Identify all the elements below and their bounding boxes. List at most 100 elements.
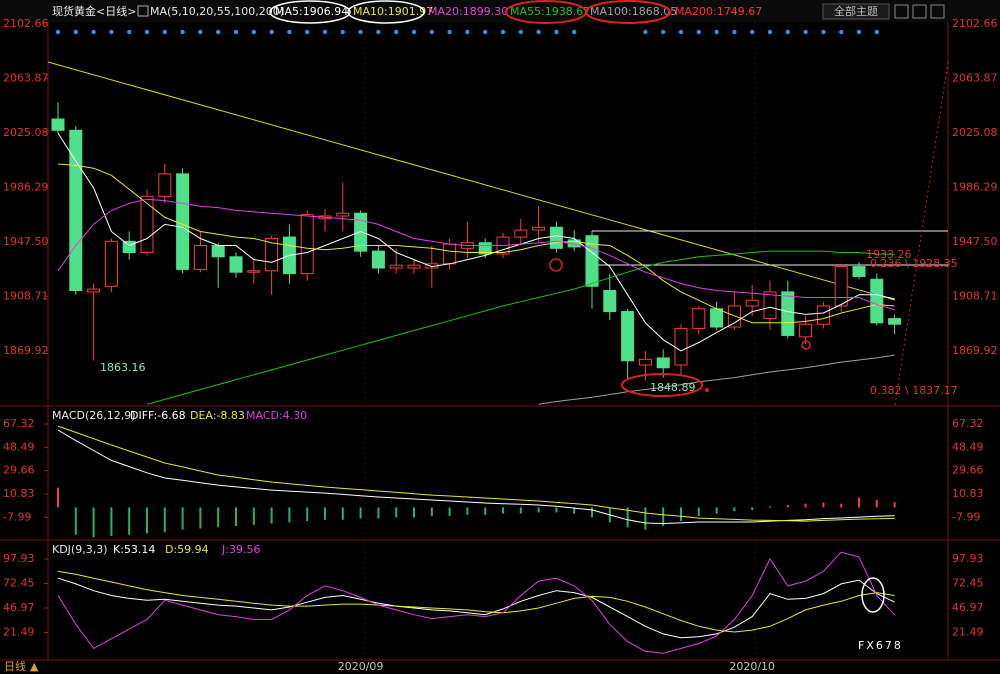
marker-dot [180, 29, 185, 35]
macd-bar [875, 500, 878, 508]
macd-bar [128, 507, 131, 535]
marker-dot [394, 29, 399, 35]
highlight [585, 0, 671, 24]
y-tick-label: 2102.66 [952, 17, 998, 30]
annotation: 1863.16 [100, 361, 146, 374]
candle-body [229, 256, 243, 273]
period-arrow[interactable]: ▲ [30, 660, 39, 673]
highlight [269, 0, 351, 24]
legend-entry: DEA:-8.83 [190, 409, 245, 422]
candle-body [176, 173, 190, 270]
y-tick-label: 1947.50 [952, 235, 998, 248]
candle-body [674, 327, 688, 366]
marker-dot [322, 29, 328, 35]
candle-body [834, 266, 848, 307]
marker-dot [696, 29, 701, 35]
macd-bar [519, 507, 522, 514]
macd-bar [733, 507, 736, 512]
macd-bar [626, 507, 629, 528]
legend-entry: MA5:1906.94 [275, 5, 348, 18]
candle-body [852, 266, 866, 277]
marker-dot [144, 29, 150, 35]
candle-body [621, 311, 635, 362]
y-tick-label: 1908.71 [3, 290, 49, 303]
marker-dot [269, 29, 274, 35]
theme-button-label[interactable]: 全部主题 [834, 4, 878, 18]
x-tick-label: 2020/09 [338, 660, 384, 673]
marker-dot [55, 29, 61, 35]
candle-body [745, 299, 759, 307]
macd-bar [377, 507, 380, 519]
icon-button[interactable] [894, 4, 909, 19]
candle-body [371, 250, 385, 269]
macd-bar [430, 507, 433, 517]
macd-bar [893, 502, 896, 508]
icon-button[interactable] [912, 4, 927, 19]
y-tick-label: 10.83 [3, 487, 35, 500]
macd-bar [786, 504, 789, 508]
indicator-title: KDJ(9,3,3) [52, 543, 108, 556]
watermark: FX678 [858, 639, 903, 652]
marker-dot [554, 29, 559, 35]
marker-dot [572, 29, 577, 35]
candle-body [193, 245, 207, 270]
marker-dot [750, 29, 755, 35]
marker-dot [198, 29, 203, 35]
macd-bar [324, 507, 326, 520]
candle-body [514, 229, 528, 238]
y-tick-label: 67.32 [952, 417, 984, 430]
macd-bar [858, 497, 860, 508]
marker-dot [91, 29, 96, 35]
indicator-line [146, 250, 895, 405]
macd-bar [199, 507, 202, 529]
marker-dot [839, 29, 844, 35]
macd-bar [502, 507, 504, 514]
candle-body [87, 288, 101, 293]
legend-entry: MA55:1938.67 [510, 5, 590, 18]
candle-body [158, 173, 172, 197]
y-tick-label: 46.97 [3, 601, 35, 614]
marker-dot [287, 29, 292, 35]
macd-bar [697, 507, 700, 517]
y-tick-label: 1986.29 [952, 181, 998, 194]
candle-body [122, 240, 136, 254]
y-tick-label: 1869.92 [952, 344, 998, 357]
marker-dot [376, 29, 381, 35]
macd-bar [840, 503, 843, 508]
macd-bar [270, 507, 273, 524]
candle-body [478, 242, 492, 255]
macd-bar [341, 507, 344, 520]
header-bar [0, 0, 1000, 22]
marker-dot [162, 29, 167, 35]
macd-bar [662, 507, 665, 527]
marker-dot [856, 29, 862, 35]
marker-dot [643, 29, 648, 35]
candle-body [336, 212, 350, 217]
candle-body [211, 245, 225, 258]
candle-body [638, 358, 652, 366]
marker-dot [233, 29, 239, 35]
candle-body [585, 235, 599, 287]
macd-bar [92, 507, 95, 538]
indicator-line [57, 577, 895, 639]
y-tick-label: 2025.08 [3, 126, 49, 139]
icon-button[interactable] [930, 4, 945, 19]
indicator-line [57, 570, 895, 633]
highlight [549, 258, 563, 272]
theme-button[interactable] [822, 3, 890, 20]
y-tick-label: 97.93 [3, 552, 35, 565]
legend-entry: MA20:1899.30 [428, 5, 508, 18]
instrument-title: 现货黄金<日线> [52, 4, 136, 18]
trend-line [47, 61, 896, 301]
marker-dot [305, 29, 310, 35]
macd-bar [822, 502, 825, 508]
candle-body [710, 308, 724, 328]
annotation: 1933.26 [866, 248, 912, 261]
macd-bar [359, 507, 362, 519]
marker-dot [732, 29, 737, 35]
y-tick-label: 48.49 [3, 440, 35, 453]
y-tick-label: 1986.29 [3, 181, 49, 194]
macd-bar [288, 507, 291, 523]
candle-body [300, 214, 314, 275]
y-tick-label: 1869.92 [3, 344, 49, 357]
